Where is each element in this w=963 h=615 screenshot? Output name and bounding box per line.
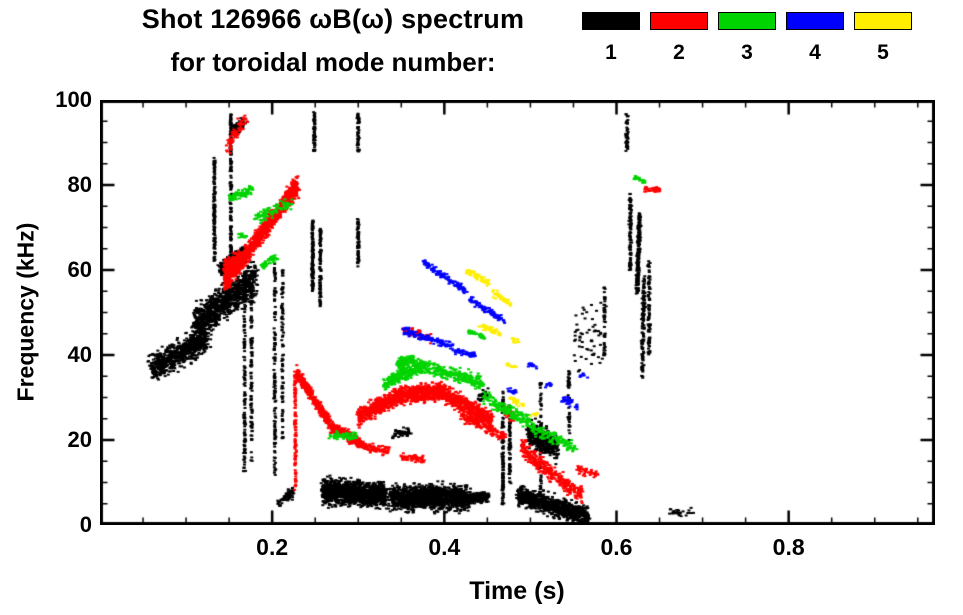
x-tick-label: 0.8 [772,534,805,560]
x-tick-label: 0.4 [428,534,461,560]
legend-mode-label: 2 [673,41,685,64]
legend-item: 1 [582,12,640,65]
legend-mode-label: 4 [809,41,821,64]
y-tick-label: 40 [67,342,92,367]
legend-item: 2 [650,12,708,65]
y-tick-label: 60 [67,257,92,282]
legend-mode-label: 1 [605,41,617,64]
chart-subtitle: for toroidal mode number: [170,47,496,77]
legend-swatch-mode-3 [718,12,776,30]
legend-item: 5 [854,12,912,65]
legend-item: 3 [718,12,776,65]
y-axis-label: Frequency (kHz) [12,222,39,402]
legend-swatch-mode-1 [582,12,640,30]
legend-swatch-mode-4 [786,12,844,30]
chart-title: Shot 126966 ωB(ω) spectrum [141,4,525,34]
x-axis-label: Time (s) [469,577,565,605]
spectrum-canvas [100,100,935,525]
legend-mode-label: 5 [877,41,889,64]
x-tick-label: 0.2 [256,534,289,560]
legend-mode-label: 3 [741,41,753,64]
y-tick-label: 80 [67,172,92,197]
legend-swatch-mode-2 [650,12,708,30]
legend: 1 2 3 4 5 [582,12,912,65]
y-tick-label: 20 [67,427,92,452]
y-tick-label: 100 [55,87,92,112]
x-tick-label: 0.6 [600,534,633,560]
legend-item: 4 [786,12,844,65]
legend-swatch-mode-5 [854,12,912,30]
y-tick-label: 0 [79,512,92,537]
